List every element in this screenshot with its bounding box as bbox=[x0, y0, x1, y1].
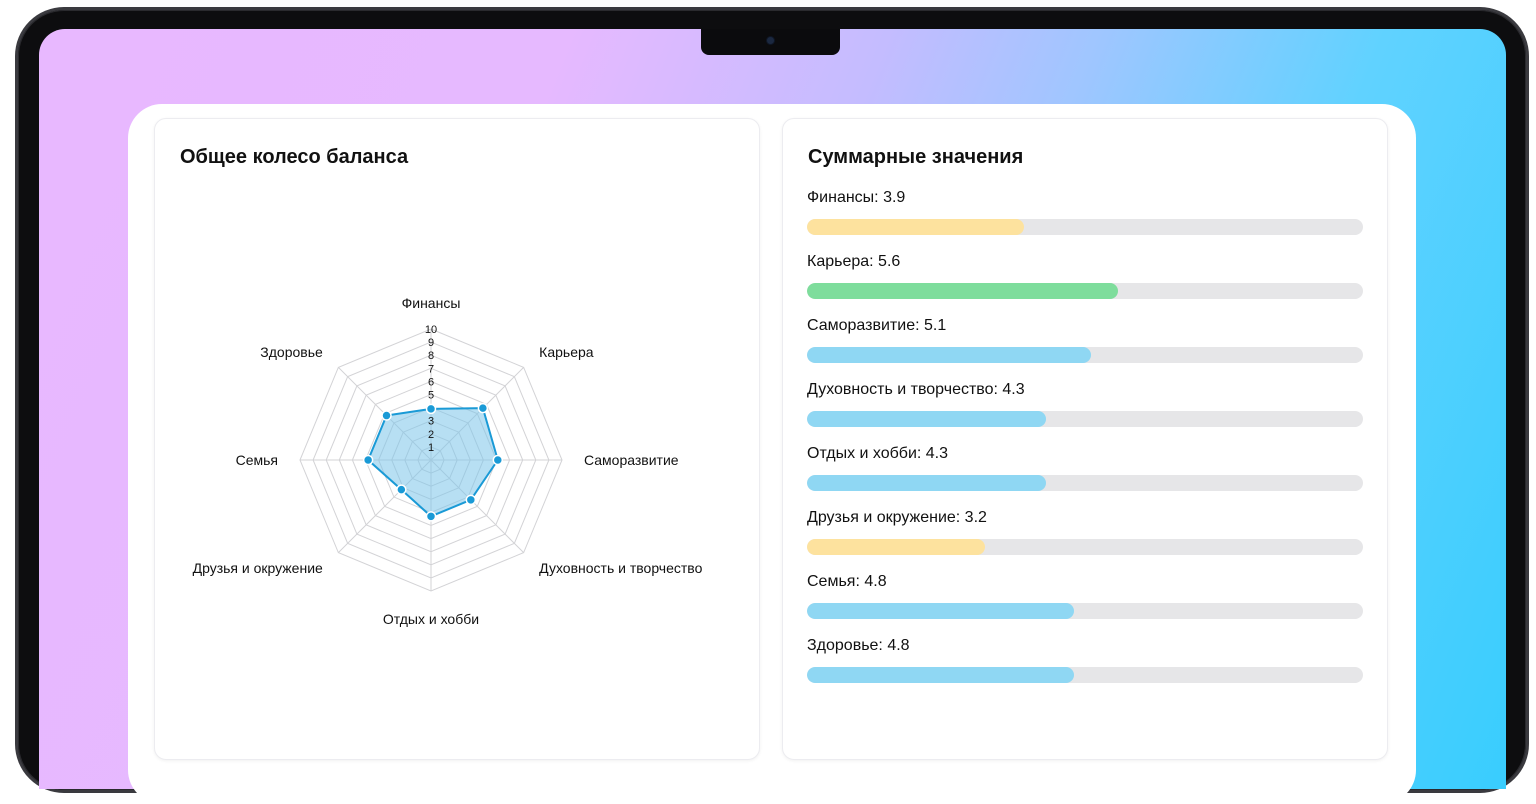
radar-data-point bbox=[477, 402, 489, 414]
radar-tick-label: 8 bbox=[428, 350, 434, 362]
summary-bar-fill bbox=[807, 603, 1074, 619]
summary-bar-fill bbox=[807, 539, 985, 555]
radar-category-label: Саморазвитие bbox=[584, 452, 679, 468]
radar-data-point bbox=[425, 511, 437, 522]
summary-bar-label: Отдых и хобби: 4.3 bbox=[807, 445, 949, 462]
camera-icon bbox=[767, 37, 774, 44]
summary-bar-row: Отдых и хобби: 4.3 bbox=[807, 445, 1363, 509]
summary-bar-track bbox=[807, 475, 1363, 491]
app-window: Общее колесо баланса 12345678910ФинансыК… bbox=[128, 104, 1416, 804]
radar-category-label: Карьера bbox=[539, 344, 594, 360]
radar-data-point bbox=[381, 410, 392, 421]
summary-card: Суммарные значения Финансы: 3.9 Карьера: … bbox=[782, 118, 1388, 760]
radar-card-title: Общее колесо баланса bbox=[180, 146, 409, 168]
radar-category-label: Друзья и окружение bbox=[193, 560, 323, 576]
radar-category-label: Отдых и хобби bbox=[383, 611, 479, 627]
summary-bar-fill bbox=[807, 411, 1047, 427]
summary-bar-row: Саморазвитие: 5.1 bbox=[807, 317, 1363, 381]
summary-bar-label: Саморазвитие: 5.1 bbox=[807, 317, 947, 334]
camera-notch bbox=[701, 29, 840, 55]
radar-tick-label: 9 bbox=[428, 337, 434, 349]
radar-data-point bbox=[425, 403, 437, 415]
radar-tick-label: 2 bbox=[428, 429, 434, 441]
summary-bar-row: Семья: 4.8 bbox=[807, 573, 1363, 637]
summary-bar-row: Финансы: 3.9 bbox=[807, 189, 1363, 253]
radar-category-label: Финансы bbox=[402, 295, 461, 311]
summary-bar-fill bbox=[807, 283, 1119, 299]
summary-bar-label: Карьера: 5.6 bbox=[807, 253, 901, 270]
radar-tick-label: 10 bbox=[425, 324, 437, 336]
summary-bar-fill bbox=[807, 347, 1091, 363]
summary-bar-track bbox=[807, 603, 1363, 619]
summary-bar-row: Друзья и окружение: 3.2 bbox=[807, 509, 1363, 573]
summary-bar-label: Финансы: 3.9 bbox=[807, 189, 906, 206]
summary-bar-label: Друзья и окружение: 3.2 bbox=[807, 509, 987, 526]
summary-bar-fill bbox=[807, 667, 1074, 683]
radar-data-point bbox=[492, 454, 504, 466]
radar-data-point bbox=[396, 484, 407, 495]
summary-bar-track bbox=[807, 539, 1363, 555]
radar-tick-label: 6 bbox=[428, 376, 434, 388]
radar-data-point bbox=[362, 454, 374, 466]
summary-bar-row: Здоровье: 4.8 bbox=[807, 637, 1363, 701]
summary-bar-label: Здоровье: 4.8 bbox=[807, 637, 910, 654]
radar-category-label: Здоровье bbox=[260, 344, 323, 360]
summary-card-title: Суммарные значения bbox=[808, 146, 1024, 168]
summary-bar-row: Духовность и творчество: 4.3 bbox=[807, 381, 1363, 445]
summary-bar-label: Духовность и творчество: 4.3 bbox=[807, 381, 1025, 398]
radar-chart: 12345678910ФинансыКарьераСаморазвитиеДух… bbox=[193, 295, 703, 627]
radar-tick-label: 5 bbox=[428, 390, 434, 402]
summary-bar-track bbox=[807, 411, 1363, 427]
summary-bar-fill bbox=[807, 475, 1047, 491]
radar-data-point bbox=[465, 494, 477, 506]
summary-bar-track bbox=[807, 667, 1363, 683]
summary-bar-fill bbox=[807, 219, 1024, 235]
summary-bars-list: Финансы: 3.9 Карьера: 5.6 Саморазвитие: 5.… bbox=[807, 189, 1363, 701]
summary-bar-track bbox=[807, 219, 1363, 235]
radar-tick-label: 7 bbox=[428, 363, 434, 375]
summary-bar-row: Карьера: 5.6 bbox=[807, 253, 1363, 317]
radar-card: Общее колесо баланса 12345678910ФинансыК… bbox=[154, 118, 760, 760]
summary-bar-label: Семья: 4.8 bbox=[807, 573, 887, 590]
radar-category-label: Духовность и творчество bbox=[539, 560, 702, 576]
summary-bar-track bbox=[807, 347, 1363, 363]
summary-bar-track bbox=[807, 283, 1363, 299]
radar-tick-label: 3 bbox=[428, 416, 434, 428]
radar-category-label: Семья bbox=[236, 452, 278, 468]
radar-tick-label: 1 bbox=[428, 442, 434, 454]
